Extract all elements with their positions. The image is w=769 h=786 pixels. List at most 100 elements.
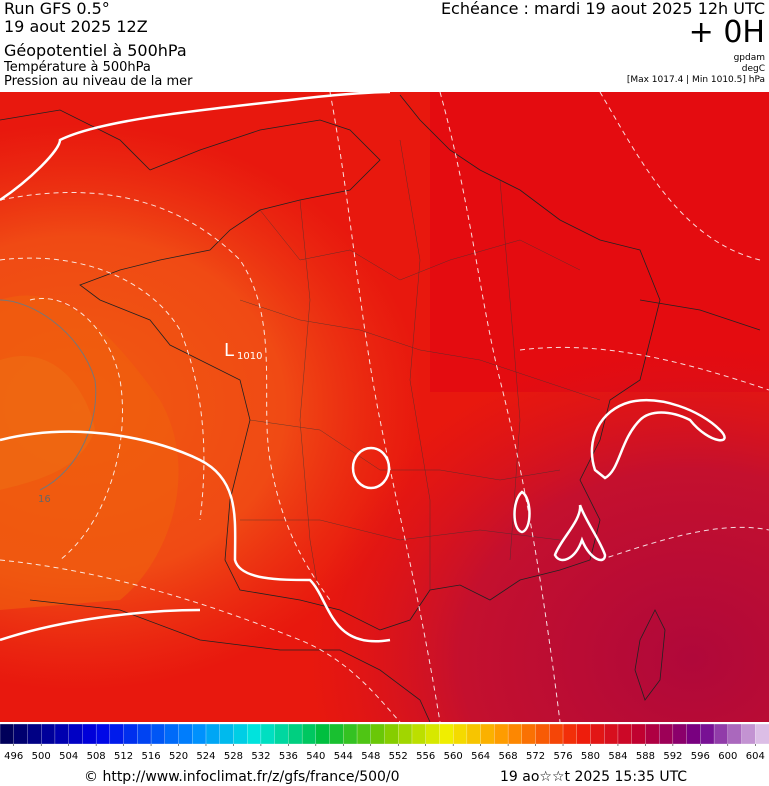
colorbar-swatch <box>645 723 660 745</box>
geopotential-contours <box>0 92 726 643</box>
colorbar-swatch <box>439 723 454 745</box>
colorbar-label: 500 <box>32 751 51 762</box>
colorbar-label: 512 <box>114 751 133 762</box>
colorbar-swatch <box>27 723 42 745</box>
colorbar-label: 568 <box>499 751 518 762</box>
colorbar-swatch <box>219 723 235 745</box>
colorbar-label: 548 <box>361 751 380 762</box>
colorbar-label: 560 <box>444 751 463 762</box>
footer: © http://www.infoclimat.fr/z/gfs/france/… <box>84 769 687 785</box>
colorbar-swatch <box>576 723 592 745</box>
low-pressure-value: 1010 <box>237 351 262 362</box>
colorbar-swatch <box>398 723 413 745</box>
department-borders <box>239 139 601 601</box>
colorbar-swatch <box>562 723 578 745</box>
colorbar-swatch <box>521 723 537 745</box>
colorbar: 496 500 504 508 512 516 520 524 528 532 536 540 544 5… <box>0 723 769 762</box>
colorbar-swatch <box>301 723 317 745</box>
unit: degC <box>742 64 765 74</box>
run-title: Run GFS 0.5° <box>4 0 110 18</box>
colorbar-swatch <box>123 723 138 745</box>
isotherm-label: 16 <box>38 494 51 505</box>
colorbar-swatch <box>755 723 769 745</box>
colorbar-swatch <box>247 723 262 745</box>
colorbar-label: 524 <box>196 751 215 762</box>
colorbar-swatch <box>741 723 756 745</box>
colorbar-swatch <box>150 723 166 745</box>
colorbar-label: 536 <box>279 751 298 762</box>
colorbar-swatch <box>604 723 619 745</box>
colorbar-swatch <box>686 723 701 745</box>
colorbar-label: 600 <box>718 751 737 762</box>
colorbar-swatch <box>658 723 674 745</box>
colorbar-swatch <box>95 723 111 745</box>
colorbar-swatch <box>466 723 482 745</box>
colorbar-swatch <box>205 723 221 745</box>
colorbar-swatch <box>370 723 386 745</box>
colorbar-label: 508 <box>87 751 106 762</box>
colorbar-swatch <box>13 723 29 745</box>
colorbar-label: 532 <box>251 751 270 762</box>
colorbar-swatch <box>288 723 303 745</box>
colorbar-swatch <box>411 723 427 745</box>
field-shade <box>0 356 95 490</box>
colorbar-label: 572 <box>526 751 545 762</box>
colorbar-swatch <box>631 723 647 745</box>
colorbar-swatch <box>329 723 344 745</box>
colorbar-label: 540 <box>306 751 325 762</box>
colorbar-swatch <box>617 723 633 745</box>
colorbar-swatch <box>274 723 290 745</box>
colorbar-swatch <box>549 723 564 745</box>
colorbar-swatch <box>41 723 56 745</box>
temperature-isotherms <box>0 92 769 722</box>
run-date: 19 aout 2025 12Z <box>4 17 148 36</box>
low-pressure-symbol: L <box>224 340 234 361</box>
colorbar-swatch <box>54 723 70 745</box>
colorbar-swatch <box>82 723 97 745</box>
unit: gpdam <box>734 53 765 63</box>
header: Run GFS 0.5° 19 aout 2025 12Z Géopotenti… <box>3 0 765 89</box>
source-url: © http://www.infoclimat.fr/z/gfs/france/… <box>84 769 400 785</box>
colorbar-label: 576 <box>553 751 572 762</box>
pressure-extremes: [Max 1017.4 | Min 1010.5] hPa <box>627 75 765 85</box>
colorbar-swatch <box>356 723 372 745</box>
colorbar-swatch <box>164 723 180 745</box>
field-subtitle: Pression au niveau de la mer <box>4 74 193 89</box>
colorbar-label: 516 <box>142 751 161 762</box>
colorbar-label: 564 <box>471 751 490 762</box>
colorbar-swatch <box>315 723 331 745</box>
colorbar-swatch <box>260 723 276 745</box>
colorbar-swatch <box>453 723 468 745</box>
colorbar-swatch <box>590 723 605 745</box>
generated-time: 19 ao☆☆t 2025 15:35 UTC <box>500 769 687 785</box>
colorbar-label: 528 <box>224 751 243 762</box>
colorbar-swatch <box>178 723 193 745</box>
colorbar-label: 520 <box>169 751 188 762</box>
isotherm-line <box>0 299 97 491</box>
colorbar-label: 584 <box>608 751 627 762</box>
colorbar-swatch <box>137 723 152 745</box>
colorbar-swatch <box>68 723 84 745</box>
colorbar-swatch <box>494 723 509 745</box>
colorbar-label: 544 <box>334 751 353 762</box>
colorbar-swatch <box>700 723 715 745</box>
forecast-time: Echéance : mardi 19 aout 2025 12h UTC <box>441 0 765 18</box>
colorbar-swatch <box>480 723 496 745</box>
map: 16 L 1010 <box>0 92 769 722</box>
colorbar-swatch <box>0 723 15 745</box>
colorbar-swatch <box>535 723 550 745</box>
colorbar-swatch <box>727 723 743 745</box>
colorbar-label: 588 <box>636 751 655 762</box>
colorbar-swatch <box>109 723 125 745</box>
colorbar-label: 504 <box>59 751 78 762</box>
colorbar-label: 596 <box>691 751 710 762</box>
colorbar-label: 496 <box>4 751 23 762</box>
colorbar-label: 552 <box>389 751 408 762</box>
colorbar-swatch <box>672 723 688 745</box>
field-title: Géopotentiel à 500hPa <box>4 41 187 60</box>
lead-time: + 0H <box>689 15 765 50</box>
field-subtitle: Température à 500hPa <box>3 60 151 75</box>
colorbar-label: 592 <box>663 751 682 762</box>
colorbar-swatch <box>425 723 441 745</box>
